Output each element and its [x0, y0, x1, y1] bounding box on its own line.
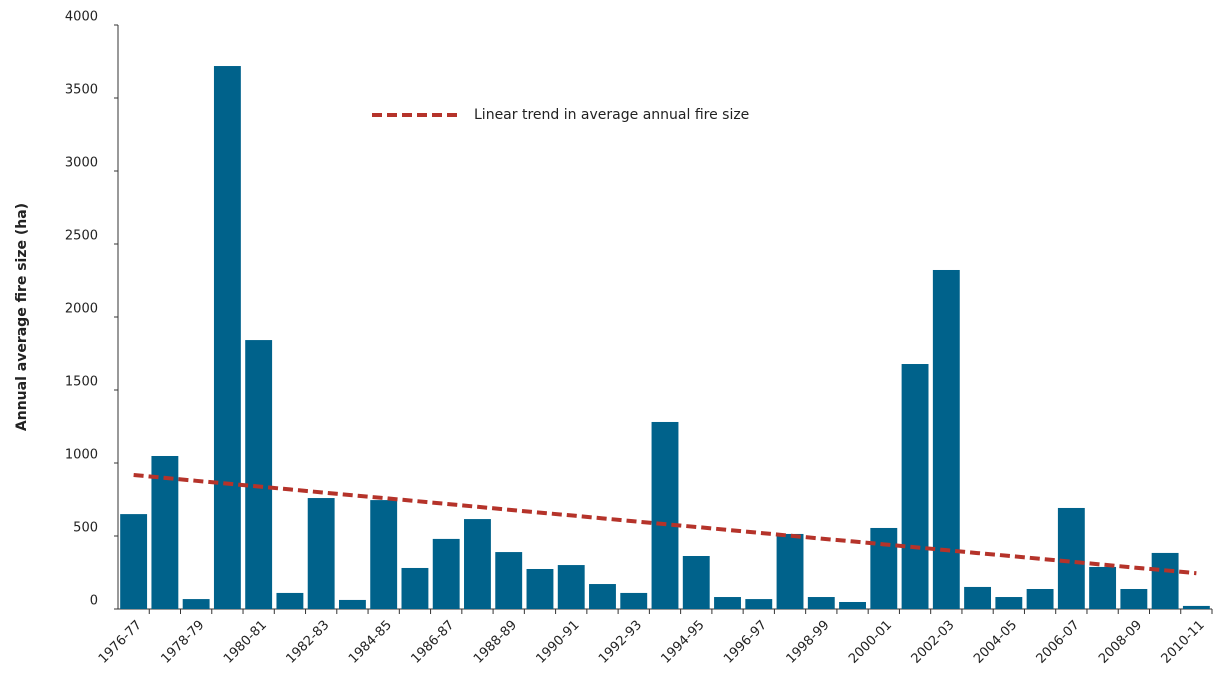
- bar: [432, 538, 460, 609]
- x-tick-label: 2010-11: [1159, 618, 1208, 667]
- y-tick-label: 4000: [65, 10, 98, 25]
- x-tick-label: 1988-89: [471, 618, 520, 667]
- bar: [370, 500, 398, 609]
- bar: [901, 364, 929, 609]
- bar: [151, 455, 179, 609]
- bar: [620, 592, 648, 609]
- bar: [839, 601, 866, 609]
- y-tick-label: 1500: [65, 375, 98, 390]
- x-tick-label: 2004-05: [971, 618, 1020, 667]
- x-tick-label: 1994-95: [659, 618, 708, 667]
- x-tick-label: 1998-99: [784, 618, 833, 667]
- x-tick-label: 1996-97: [721, 618, 770, 667]
- bar: [338, 599, 366, 609]
- x-tick-label: 1990-91: [534, 618, 583, 667]
- x-tick-label: 2000-01: [846, 618, 895, 667]
- bar: [714, 597, 741, 609]
- bar: [776, 533, 804, 609]
- y-tick-label: 2500: [65, 229, 98, 244]
- bar: [182, 599, 210, 609]
- bar: [1151, 552, 1179, 609]
- legend-label: Linear trend in average annual fire size: [474, 107, 749, 123]
- bar: [1089, 566, 1117, 609]
- x-tick-label: 2008-09: [1096, 618, 1145, 667]
- x-tick-label: 1984-85: [346, 618, 395, 667]
- x-tick-label: 2006-07: [1034, 618, 1083, 667]
- x-tick-label: 1976-77: [96, 618, 145, 667]
- bar: [120, 514, 148, 609]
- x-tick-label: 1978-79: [158, 618, 207, 667]
- y-tick-label: 3500: [65, 83, 98, 98]
- bar: [213, 66, 241, 609]
- y-tick-label: 500: [73, 521, 98, 536]
- bar: [307, 498, 335, 609]
- bar: [807, 597, 835, 609]
- x-tick-label: 2002-03: [909, 618, 958, 667]
- bar: [401, 567, 429, 609]
- bar: [557, 565, 585, 609]
- bar: [1057, 507, 1085, 609]
- y-tick-label: 1000: [65, 448, 98, 463]
- y-axis-label: Annual average fire size (ha): [14, 203, 30, 431]
- bar: [870, 527, 898, 609]
- bar: [276, 592, 304, 609]
- bar: [589, 584, 616, 609]
- bar: [464, 519, 491, 609]
- bar: [245, 340, 273, 609]
- bar: [1120, 588, 1148, 609]
- x-tick-label: 1982-83: [283, 618, 332, 667]
- bar: [1026, 588, 1054, 609]
- bar: [1182, 605, 1210, 609]
- x-tick-label: 1980-81: [221, 618, 270, 667]
- bar: [526, 568, 554, 609]
- x-tick-label: 1986-87: [408, 618, 457, 667]
- bar: [682, 556, 710, 609]
- y-tick-label: 3000: [65, 156, 98, 171]
- bar: [651, 421, 679, 609]
- y-tick-label: 2000: [65, 302, 98, 317]
- bar: [932, 269, 960, 609]
- trend-line: [133, 472, 1197, 576]
- bar: [495, 552, 523, 609]
- bar: [995, 597, 1023, 609]
- x-tick-label: 1992-93: [596, 618, 645, 667]
- bar: [745, 599, 773, 609]
- y-tick-label: 0: [90, 594, 98, 609]
- bar: [964, 586, 992, 609]
